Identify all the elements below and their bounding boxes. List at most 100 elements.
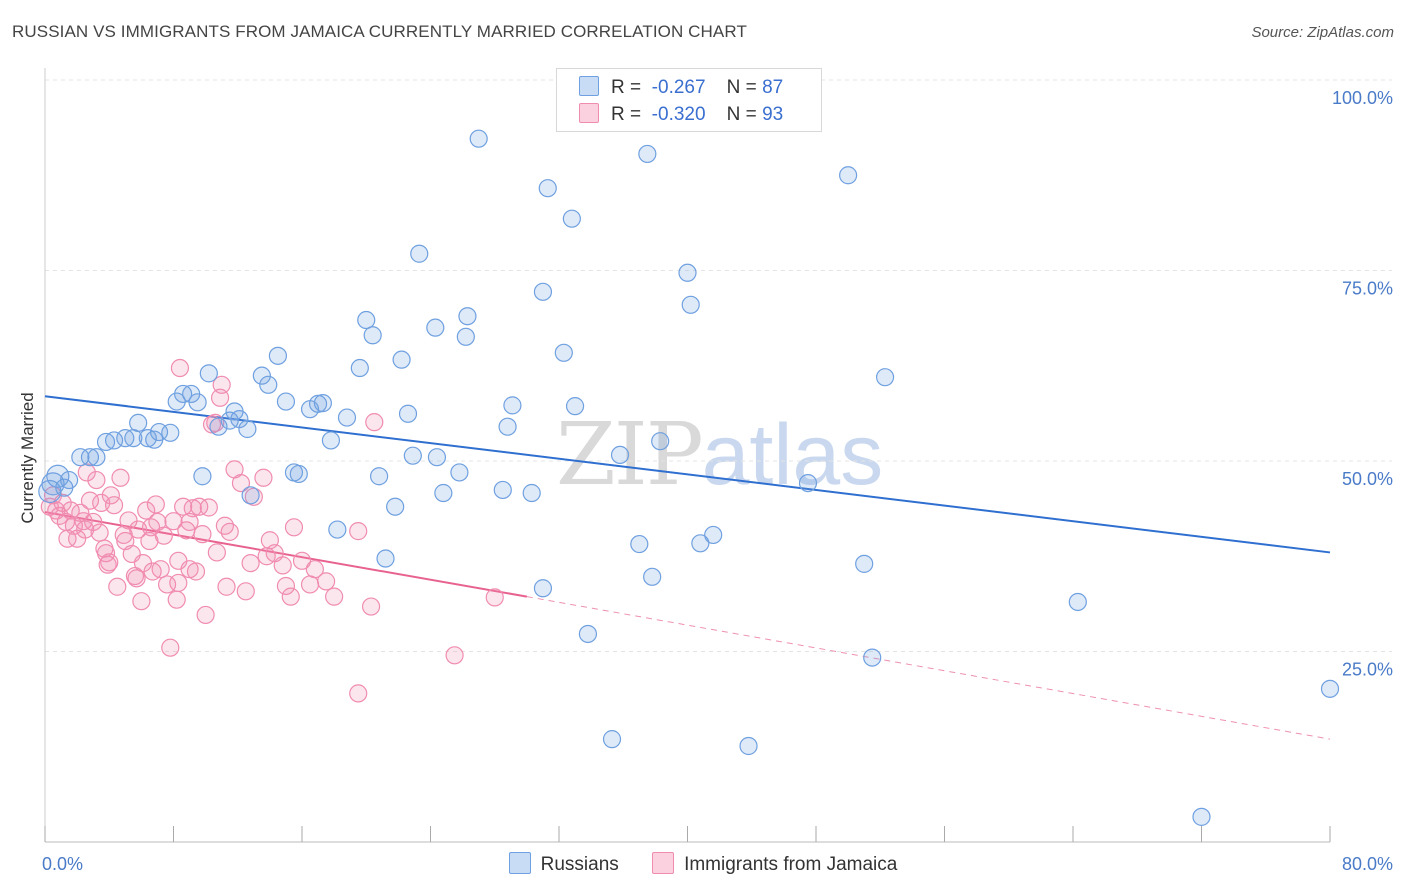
point-jamaica-23 <box>108 577 127 596</box>
point-jamaica-86 <box>141 518 161 537</box>
point-russians-45 <box>376 549 395 568</box>
y-tick-label-3: 100.0% <box>1332 88 1393 108</box>
point-jamaica-71 <box>276 576 296 596</box>
point-russians-62 <box>533 282 553 301</box>
legend-row-jamaica: R = -0.320 N = 93 <box>579 103 783 129</box>
y-tick-label-0: 25.0% <box>1342 660 1393 680</box>
point-jamaica-87 <box>180 560 199 579</box>
point-jamaica-72 <box>281 587 300 606</box>
chart-title: RUSSIAN VS IMMIGRANTS FROM JAMAICA CURRE… <box>12 22 747 41</box>
point-russians-41 <box>350 358 369 378</box>
legend-r-value-russians: -0.267 <box>651 77 706 98</box>
point-russians-53 <box>434 483 453 503</box>
point-russians-9 <box>104 431 124 450</box>
point-russians-86 <box>1192 807 1211 826</box>
point-jamaica-51 <box>190 497 209 516</box>
point-jamaica-73 <box>284 518 304 537</box>
trend-lines <box>44 395 1331 740</box>
point-russians-17 <box>167 392 186 411</box>
point-russians-39 <box>328 520 347 539</box>
point-jamaica-41 <box>161 638 180 657</box>
point-russians-65 <box>562 209 581 228</box>
point-russians-40 <box>337 408 357 427</box>
point-jamaica-65 <box>241 554 260 573</box>
point-jamaica-83 <box>349 684 368 703</box>
point-jamaica-12 <box>77 463 96 482</box>
series-legend: Russians Immigrants from Jamaica <box>0 852 1406 876</box>
point-russians-82 <box>863 648 882 667</box>
point-russians-7 <box>87 448 106 467</box>
point-jamaica-59 <box>212 375 231 394</box>
point-russians-54 <box>450 463 469 482</box>
point-russians-22 <box>199 364 218 383</box>
point-russians-64 <box>554 343 573 362</box>
point-russians-47 <box>392 350 411 369</box>
point-jamaica-81 <box>485 588 504 607</box>
point-russians-74 <box>678 263 697 282</box>
point-jamaica-91 <box>98 555 117 574</box>
point-russians-21 <box>193 467 212 486</box>
point-russians-29 <box>252 366 271 385</box>
point-jamaica-54 <box>199 498 218 517</box>
x-tick-label-0: 0.0% <box>42 854 83 874</box>
point-jamaica-46 <box>174 497 193 516</box>
point-jamaica-33 <box>137 501 156 520</box>
point-russians-46 <box>386 497 405 516</box>
trend-line-jamaica-extension <box>526 596 1331 740</box>
point-russians-66 <box>565 397 585 416</box>
chart-source: Source: ZipAtlas.com <box>1251 24 1394 41</box>
legend-n-value-jamaica: 93 <box>762 104 784 125</box>
y-axis-label: Currently Married <box>18 392 37 523</box>
point-jamaica-39 <box>154 526 173 545</box>
point-russians-61 <box>522 483 541 503</box>
legend-label-russians: Russians <box>540 854 619 875</box>
legend-item-russians: Russians <box>508 852 619 876</box>
point-russians-44 <box>370 467 389 486</box>
point-jamaica-92 <box>127 569 146 588</box>
point-russians-79 <box>798 473 818 493</box>
point-jamaica-63 <box>231 473 251 493</box>
y-tick-label-2: 75.0% <box>1342 279 1393 299</box>
point-russians-42 <box>357 310 376 330</box>
point-russians-27 <box>238 419 257 439</box>
point-russians-67 <box>578 624 598 644</box>
point-russians-78 <box>739 736 758 756</box>
point-russians-72 <box>643 567 662 586</box>
point-jamaica-80 <box>365 413 384 432</box>
legend-r-value-jamaica: -0.320 <box>651 104 706 125</box>
legend-item-jamaica: Immigrants from Jamaica <box>652 852 897 876</box>
point-russians-73 <box>651 432 670 451</box>
point-russians-31 <box>268 346 288 365</box>
point-russians-32 <box>276 392 296 411</box>
point-russians-28 <box>241 486 260 505</box>
watermark-zip: ZIP <box>556 405 704 505</box>
point-russians-43 <box>363 326 382 345</box>
legend-n-value-russians: 87 <box>762 77 784 98</box>
point-jamaica-79 <box>361 597 381 616</box>
point-jamaica-77 <box>325 587 344 606</box>
point-russians-5 <box>71 448 90 467</box>
point-russians-58 <box>493 480 512 500</box>
legend-n-label-russians: N = <box>726 77 757 98</box>
point-russians-37 <box>313 393 332 413</box>
point-jamaica-48 <box>180 512 199 532</box>
point-russians-6 <box>80 448 100 467</box>
point-russians-13 <box>138 429 157 448</box>
legend-label-jamaica: Immigrants from Jamaica <box>684 854 898 875</box>
point-russians-60 <box>503 396 522 415</box>
point-jamaica-76 <box>305 560 324 579</box>
point-jamaica-82 <box>445 646 464 665</box>
point-russians-85 <box>1320 679 1340 698</box>
point-russians-23 <box>209 417 228 436</box>
point-russians-68 <box>602 730 622 749</box>
y-tick-label-1: 50.0% <box>1342 469 1393 489</box>
point-jamaica-13 <box>80 491 100 510</box>
point-russians-4 <box>59 470 79 490</box>
point-russians-49 <box>403 446 422 465</box>
point-jamaica-89 <box>316 572 336 591</box>
point-russians-30 <box>259 375 278 394</box>
point-jamaica-21 <box>101 486 120 505</box>
point-russians-36 <box>308 394 328 413</box>
point-russians-75 <box>681 295 700 314</box>
point-russians-87 <box>533 579 553 598</box>
